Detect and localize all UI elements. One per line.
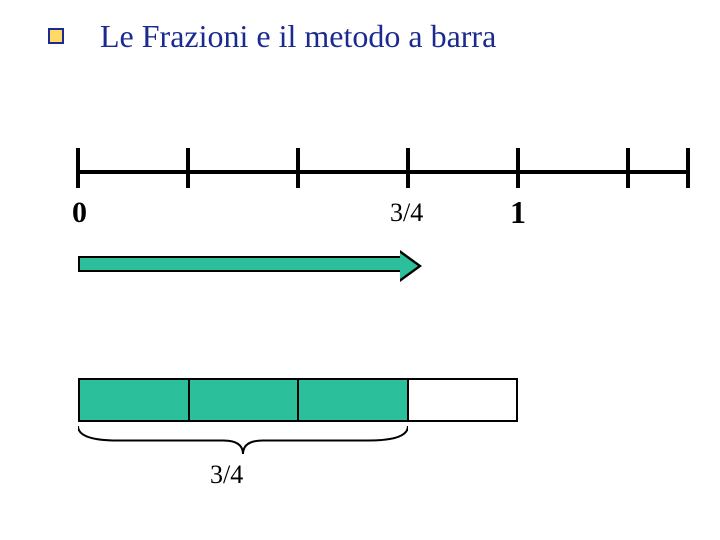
page-title: Le Frazioni e il metodo a barra (100, 18, 496, 55)
fraction-arrow (78, 256, 400, 272)
bar-segment (409, 380, 517, 420)
bar-brace (78, 424, 408, 454)
bar-brace-label: 3/4 (210, 460, 243, 490)
number-line-axis (78, 170, 688, 174)
number-line-tick (76, 148, 80, 188)
number-line-tick (296, 148, 300, 188)
fraction-arrow-head-fill (400, 253, 418, 279)
number-line (78, 148, 688, 188)
numline-label-3-4: 3/4 (390, 198, 423, 228)
bar-segment (80, 380, 190, 420)
bar-segment (190, 380, 300, 420)
numline-label-1: 1 (510, 194, 526, 231)
bar-segment (299, 380, 409, 420)
number-line-tick (186, 148, 190, 188)
number-line-tick (516, 148, 520, 188)
number-line-tick (626, 148, 630, 188)
numline-label-0: 0 (72, 196, 87, 230)
number-line-tick (406, 148, 410, 188)
bar-model (78, 378, 518, 422)
title-bullet (48, 28, 64, 44)
number-line-tick (686, 148, 690, 188)
